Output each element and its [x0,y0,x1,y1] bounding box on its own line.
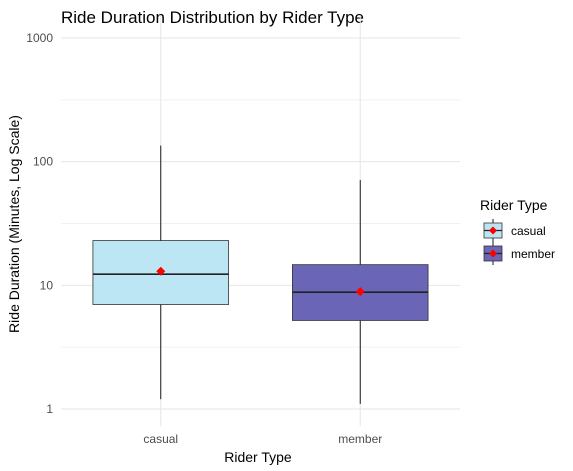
x-axis-title: Rider Type [224,449,292,465]
box-member [292,180,429,404]
y-tick-label: 1 [46,402,53,416]
y-tick-label: 1000 [26,31,53,45]
y-axis-ticks: 1 10 100 1000 [26,31,53,416]
y-tick-label: 10 [40,278,54,292]
legend-key-mean [489,226,497,235]
x-tick-label: member [338,432,382,446]
mean-marker [355,287,365,297]
grid-lines [61,16,460,426]
legend-label: casual [511,224,546,238]
y-tick-label: 100 [33,155,53,169]
legend-key-casual [483,219,503,242]
x-axis-ticks: casual member [143,432,382,446]
mean-marker [156,266,166,276]
x-tick-label: casual [143,432,178,446]
legend-entries: casual member [483,219,555,265]
y-axis-title: Ride Duration (Minutes, Log Scale) [6,115,22,333]
legend: Rider Type casual member [480,197,555,265]
legend-label: member [511,247,555,261]
legend-key-mean [489,249,497,258]
legend-title: Rider Type [480,197,548,213]
legend-key-member [483,242,503,265]
chart-title: Ride Duration Distribution by Rider Type [61,8,364,27]
box-casual [92,145,229,400]
box-layer [92,145,429,404]
